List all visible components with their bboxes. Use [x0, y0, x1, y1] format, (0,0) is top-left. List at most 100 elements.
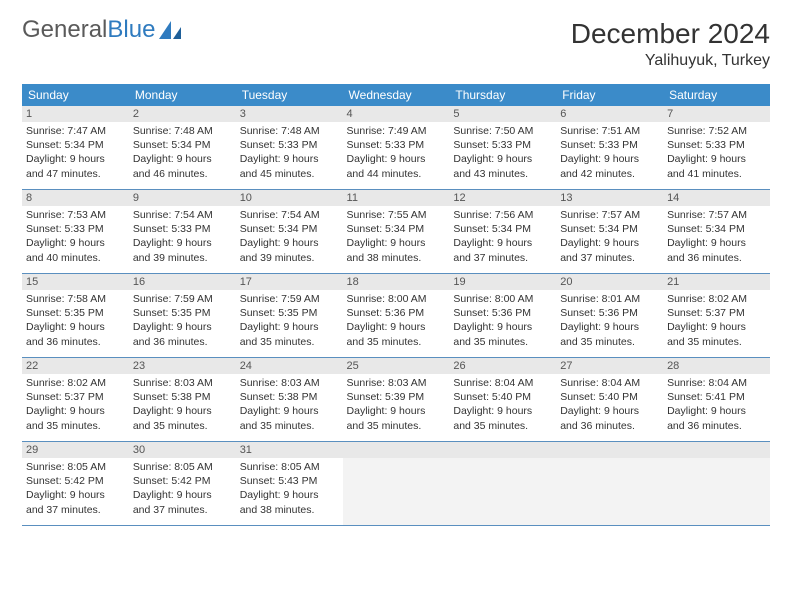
day-number: 3: [236, 106, 343, 122]
day-number: 9: [129, 190, 236, 206]
calendar-cell: 12Sunrise: 7:56 AMSunset: 5:34 PMDayligh…: [449, 190, 556, 274]
calendar-cell: 7Sunrise: 7:52 AMSunset: 5:33 PMDaylight…: [663, 106, 770, 190]
location: Yalihuyuk, Turkey: [571, 52, 770, 70]
empty-day: [449, 442, 556, 458]
calendar-cell: 31Sunrise: 8:05 AMSunset: 5:43 PMDayligh…: [236, 442, 343, 526]
day-details: Sunrise: 8:05 AMSunset: 5:43 PMDaylight:…: [236, 458, 343, 521]
day-number: 12: [449, 190, 556, 206]
day-details: Sunrise: 8:01 AMSunset: 5:36 PMDaylight:…: [556, 290, 663, 353]
calendar-cell: 3Sunrise: 7:48 AMSunset: 5:33 PMDaylight…: [236, 106, 343, 190]
calendar-cell: 20Sunrise: 8:01 AMSunset: 5:36 PMDayligh…: [556, 274, 663, 358]
day-details: Sunrise: 7:59 AMSunset: 5:35 PMDaylight:…: [129, 290, 236, 353]
calendar-cell: 6Sunrise: 7:51 AMSunset: 5:33 PMDaylight…: [556, 106, 663, 190]
day-details: Sunrise: 7:49 AMSunset: 5:33 PMDaylight:…: [343, 122, 450, 185]
day-details: Sunrise: 7:59 AMSunset: 5:35 PMDaylight:…: [236, 290, 343, 353]
calendar-cell: 19Sunrise: 8:00 AMSunset: 5:36 PMDayligh…: [449, 274, 556, 358]
day-details: Sunrise: 8:04 AMSunset: 5:40 PMDaylight:…: [449, 374, 556, 437]
month-title: December 2024: [571, 18, 770, 50]
day-number: 30: [129, 442, 236, 458]
calendar-cell: 30Sunrise: 8:05 AMSunset: 5:42 PMDayligh…: [129, 442, 236, 526]
day-details: Sunrise: 8:00 AMSunset: 5:36 PMDaylight:…: [449, 290, 556, 353]
day-details: Sunrise: 7:52 AMSunset: 5:33 PMDaylight:…: [663, 122, 770, 185]
day-number: 31: [236, 442, 343, 458]
day-details: Sunrise: 7:54 AMSunset: 5:33 PMDaylight:…: [129, 206, 236, 269]
calendar-cell: [663, 442, 770, 526]
weekday-header: Tuesday: [236, 84, 343, 106]
day-number: 22: [22, 358, 129, 374]
day-number: 26: [449, 358, 556, 374]
weekday-header: Thursday: [449, 84, 556, 106]
day-number: 29: [22, 442, 129, 458]
calendar-cell: 16Sunrise: 7:59 AMSunset: 5:35 PMDayligh…: [129, 274, 236, 358]
calendar-cell: 11Sunrise: 7:55 AMSunset: 5:34 PMDayligh…: [343, 190, 450, 274]
day-details: Sunrise: 8:05 AMSunset: 5:42 PMDaylight:…: [22, 458, 129, 521]
logo: GeneralBlue: [22, 18, 183, 42]
calendar-cell: 28Sunrise: 8:04 AMSunset: 5:41 PMDayligh…: [663, 358, 770, 442]
calendar-week-row: 29Sunrise: 8:05 AMSunset: 5:42 PMDayligh…: [22, 442, 770, 526]
calendar-cell: 2Sunrise: 7:48 AMSunset: 5:34 PMDaylight…: [129, 106, 236, 190]
day-number: 19: [449, 274, 556, 290]
day-number: 15: [22, 274, 129, 290]
calendar-cell: 24Sunrise: 8:03 AMSunset: 5:38 PMDayligh…: [236, 358, 343, 442]
day-number: 17: [236, 274, 343, 290]
day-details: Sunrise: 7:57 AMSunset: 5:34 PMDaylight:…: [663, 206, 770, 269]
day-details: Sunrise: 7:55 AMSunset: 5:34 PMDaylight:…: [343, 206, 450, 269]
day-details: Sunrise: 8:02 AMSunset: 5:37 PMDaylight:…: [22, 374, 129, 437]
calendar-cell: 29Sunrise: 8:05 AMSunset: 5:42 PMDayligh…: [22, 442, 129, 526]
calendar-cell: 21Sunrise: 8:02 AMSunset: 5:37 PMDayligh…: [663, 274, 770, 358]
day-details: Sunrise: 8:04 AMSunset: 5:40 PMDaylight:…: [556, 374, 663, 437]
calendar-week-row: 15Sunrise: 7:58 AMSunset: 5:35 PMDayligh…: [22, 274, 770, 358]
day-details: Sunrise: 7:53 AMSunset: 5:33 PMDaylight:…: [22, 206, 129, 269]
calendar-cell: 23Sunrise: 8:03 AMSunset: 5:38 PMDayligh…: [129, 358, 236, 442]
day-details: Sunrise: 7:47 AMSunset: 5:34 PMDaylight:…: [22, 122, 129, 185]
calendar-week-row: 1Sunrise: 7:47 AMSunset: 5:34 PMDaylight…: [22, 106, 770, 190]
calendar-cell: 26Sunrise: 8:04 AMSunset: 5:40 PMDayligh…: [449, 358, 556, 442]
day-number: 7: [663, 106, 770, 122]
empty-day: [556, 442, 663, 458]
calendar-cell: 22Sunrise: 8:02 AMSunset: 5:37 PMDayligh…: [22, 358, 129, 442]
day-details: Sunrise: 7:50 AMSunset: 5:33 PMDaylight:…: [449, 122, 556, 185]
day-number: 1: [22, 106, 129, 122]
day-number: 28: [663, 358, 770, 374]
day-number: 6: [556, 106, 663, 122]
day-number: 2: [129, 106, 236, 122]
header: GeneralBlue December 2024 Yalihuyuk, Tur…: [22, 18, 770, 70]
day-details: Sunrise: 7:57 AMSunset: 5:34 PMDaylight:…: [556, 206, 663, 269]
day-number: 5: [449, 106, 556, 122]
day-number: 23: [129, 358, 236, 374]
day-details: Sunrise: 8:04 AMSunset: 5:41 PMDaylight:…: [663, 374, 770, 437]
day-number: 13: [556, 190, 663, 206]
day-details: Sunrise: 7:48 AMSunset: 5:34 PMDaylight:…: [129, 122, 236, 185]
calendar-cell: 14Sunrise: 7:57 AMSunset: 5:34 PMDayligh…: [663, 190, 770, 274]
day-details: Sunrise: 8:02 AMSunset: 5:37 PMDaylight:…: [663, 290, 770, 353]
day-details: Sunrise: 7:51 AMSunset: 5:33 PMDaylight:…: [556, 122, 663, 185]
day-number: 25: [343, 358, 450, 374]
weekday-header: Saturday: [663, 84, 770, 106]
day-number: 10: [236, 190, 343, 206]
weekday-header: Sunday: [22, 84, 129, 106]
day-details: Sunrise: 8:05 AMSunset: 5:42 PMDaylight:…: [129, 458, 236, 521]
calendar-cell: 13Sunrise: 7:57 AMSunset: 5:34 PMDayligh…: [556, 190, 663, 274]
empty-day: [663, 442, 770, 458]
empty-day: [343, 442, 450, 458]
calendar-cell: 9Sunrise: 7:54 AMSunset: 5:33 PMDaylight…: [129, 190, 236, 274]
day-details: Sunrise: 8:00 AMSunset: 5:36 PMDaylight:…: [343, 290, 450, 353]
day-details: Sunrise: 8:03 AMSunset: 5:39 PMDaylight:…: [343, 374, 450, 437]
day-number: 4: [343, 106, 450, 122]
day-details: Sunrise: 7:56 AMSunset: 5:34 PMDaylight:…: [449, 206, 556, 269]
day-number: 20: [556, 274, 663, 290]
calendar-cell: [556, 442, 663, 526]
calendar-table: SundayMondayTuesdayWednesdayThursdayFrid…: [22, 84, 770, 526]
calendar-cell: 5Sunrise: 7:50 AMSunset: 5:33 PMDaylight…: [449, 106, 556, 190]
calendar-week-row: 8Sunrise: 7:53 AMSunset: 5:33 PMDaylight…: [22, 190, 770, 274]
day-details: Sunrise: 7:58 AMSunset: 5:35 PMDaylight:…: [22, 290, 129, 353]
day-details: Sunrise: 7:54 AMSunset: 5:34 PMDaylight:…: [236, 206, 343, 269]
day-number: 8: [22, 190, 129, 206]
title-block: December 2024 Yalihuyuk, Turkey: [571, 18, 770, 70]
weekday-header: Friday: [556, 84, 663, 106]
day-number: 24: [236, 358, 343, 374]
weekday-header: Wednesday: [343, 84, 450, 106]
calendar-body: 1Sunrise: 7:47 AMSunset: 5:34 PMDaylight…: [22, 106, 770, 526]
calendar-cell: 4Sunrise: 7:49 AMSunset: 5:33 PMDaylight…: [343, 106, 450, 190]
logo-text-gray: General: [22, 18, 107, 42]
